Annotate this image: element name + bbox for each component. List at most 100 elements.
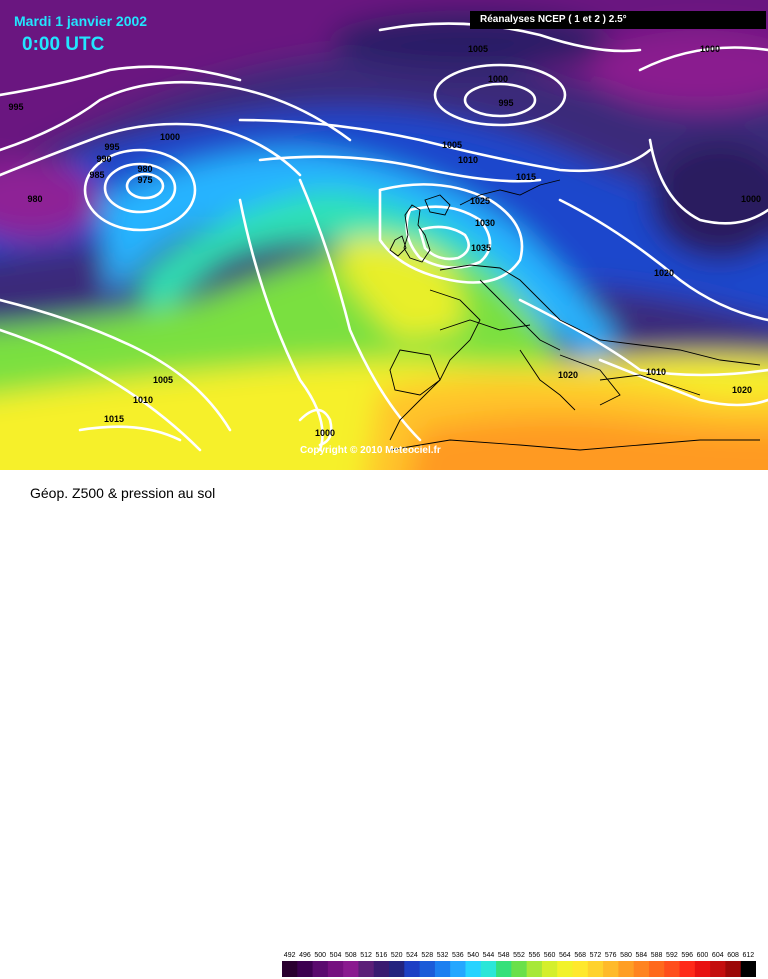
map-date: Mardi 1 janvier 2002 — [14, 13, 148, 29]
legend-swatch — [465, 961, 482, 977]
legend-value: 604 — [712, 952, 724, 959]
isobar-label: 1010 — [458, 155, 478, 165]
legend-value: 544 — [483, 952, 495, 959]
isobar-lines — [0, 22, 768, 452]
legend-value: 500 — [314, 952, 326, 959]
isobar-label: 975 — [137, 175, 152, 185]
legend-swatch — [327, 961, 344, 977]
legend-value: 524 — [406, 952, 418, 959]
legend-value: 516 — [376, 952, 388, 959]
isobar-label: 980 — [27, 194, 42, 204]
legend-swatch — [725, 961, 742, 977]
isobar-label: 1015 — [516, 172, 536, 182]
legend-value: 612 — [743, 952, 755, 959]
isobar-label: 1030 — [475, 218, 495, 228]
legend-swatch — [450, 961, 466, 977]
isobar-label: 1000 — [160, 132, 180, 142]
legend-swatch — [679, 961, 696, 977]
isobar-label: 995 — [498, 98, 513, 108]
isobar-label: 1005 — [442, 140, 462, 150]
legend-value: 520 — [391, 952, 403, 959]
map-time: 0:00 UTC — [22, 34, 105, 55]
legend-swatch — [572, 961, 589, 977]
isobar-label: 1025 — [470, 196, 490, 206]
legend-swatch — [343, 961, 359, 977]
legend-value: 592 — [666, 952, 678, 959]
legend-swatch — [710, 961, 726, 977]
legend-value: 572 — [590, 952, 602, 959]
legend-swatch — [526, 961, 543, 977]
legend-swatch — [373, 961, 390, 977]
legend-value: 576 — [605, 952, 617, 959]
legend-value: 600 — [697, 952, 709, 959]
legend-swatch — [648, 961, 665, 977]
isobar-label: 1020 — [654, 268, 674, 278]
legend-value: 536 — [452, 952, 464, 959]
legend-value: 564 — [559, 952, 571, 959]
legend-swatch — [419, 961, 436, 977]
legend-swatch — [557, 961, 574, 977]
legend-value: 532 — [437, 952, 449, 959]
legend-footer: Géop. Z500 & pression au sol 492 496 500 50… — [0, 470, 768, 977]
isobar-label: 1005 — [468, 44, 488, 54]
legend-value: 560 — [544, 952, 556, 959]
legend-swatch — [480, 961, 497, 977]
isobar-label: 1010 — [133, 395, 153, 405]
legend-value: 568 — [574, 952, 586, 959]
legend-swatch — [633, 961, 650, 977]
legend-swatch — [496, 961, 512, 977]
legend-swatch — [587, 961, 604, 977]
legend-title: Géop. Z500 & pression au sol — [30, 485, 216, 501]
isobar-labels: 9951000995990985980975980100510009951005… — [8, 44, 761, 438]
legend-value: 548 — [498, 952, 510, 959]
legend-value: 556 — [528, 952, 540, 959]
legend-swatch — [618, 961, 635, 977]
legend-swatch — [664, 961, 681, 977]
legend-swatch — [434, 961, 451, 977]
isobar-label: 1020 — [732, 385, 752, 395]
geopotential-map: 9951000995990985980975980100510009951005… — [0, 0, 768, 470]
isobar-label: 995 — [8, 102, 23, 112]
legend-value: 512 — [360, 952, 372, 959]
legend-value: 508 — [345, 952, 357, 959]
legend-swatch — [603, 961, 619, 977]
isobar-label: 1015 — [104, 414, 124, 424]
z500-color-scale: 492 496 500 504 508 512 516 520 524 528 532 536 540 5… — [282, 952, 756, 977]
legend-value: 540 — [467, 952, 479, 959]
isobar-label: 1000 — [315, 428, 335, 438]
legend-swatch — [694, 961, 711, 977]
legend-value: 588 — [651, 952, 663, 959]
legend-swatch — [312, 961, 329, 977]
legend-swatch — [297, 961, 314, 977]
legend-swatch — [541, 961, 558, 977]
legend-value: 580 — [620, 952, 632, 959]
legend-swatch — [389, 961, 405, 977]
isobar-label: 1005 — [153, 375, 173, 385]
legend-value: 528 — [421, 952, 433, 959]
legend-swatch — [282, 961, 298, 977]
isobar-label: 1000 — [488, 74, 508, 84]
isobar-label: 1010 — [646, 367, 666, 377]
copyright-text: Copyright © 2010 Meteociel.fr — [300, 445, 441, 456]
isobar-label: 1020 — [558, 370, 578, 380]
isobar-label: 985 — [89, 170, 104, 180]
isobar-label: 995 — [104, 142, 119, 152]
legend-swatch — [404, 961, 421, 977]
legend-value: 584 — [635, 952, 647, 959]
legend-value: 496 — [299, 952, 311, 959]
isobar-label: 1000 — [741, 194, 761, 204]
legend-swatch — [358, 961, 375, 977]
legend-value: 504 — [330, 952, 342, 959]
isobar-label: 1000 — [700, 44, 720, 54]
z500-color-field — [0, 0, 768, 470]
legend-swatch — [511, 961, 528, 977]
isobar-label: 980 — [137, 164, 152, 174]
isobar-label: 1035 — [471, 243, 491, 253]
legend-value: 492 — [284, 952, 296, 959]
legend-value: 552 — [513, 952, 525, 959]
coastlines — [389, 179, 761, 451]
legend-swatch — [740, 961, 756, 977]
legend-value: 608 — [727, 952, 739, 959]
isobar-label: 990 — [96, 154, 111, 164]
